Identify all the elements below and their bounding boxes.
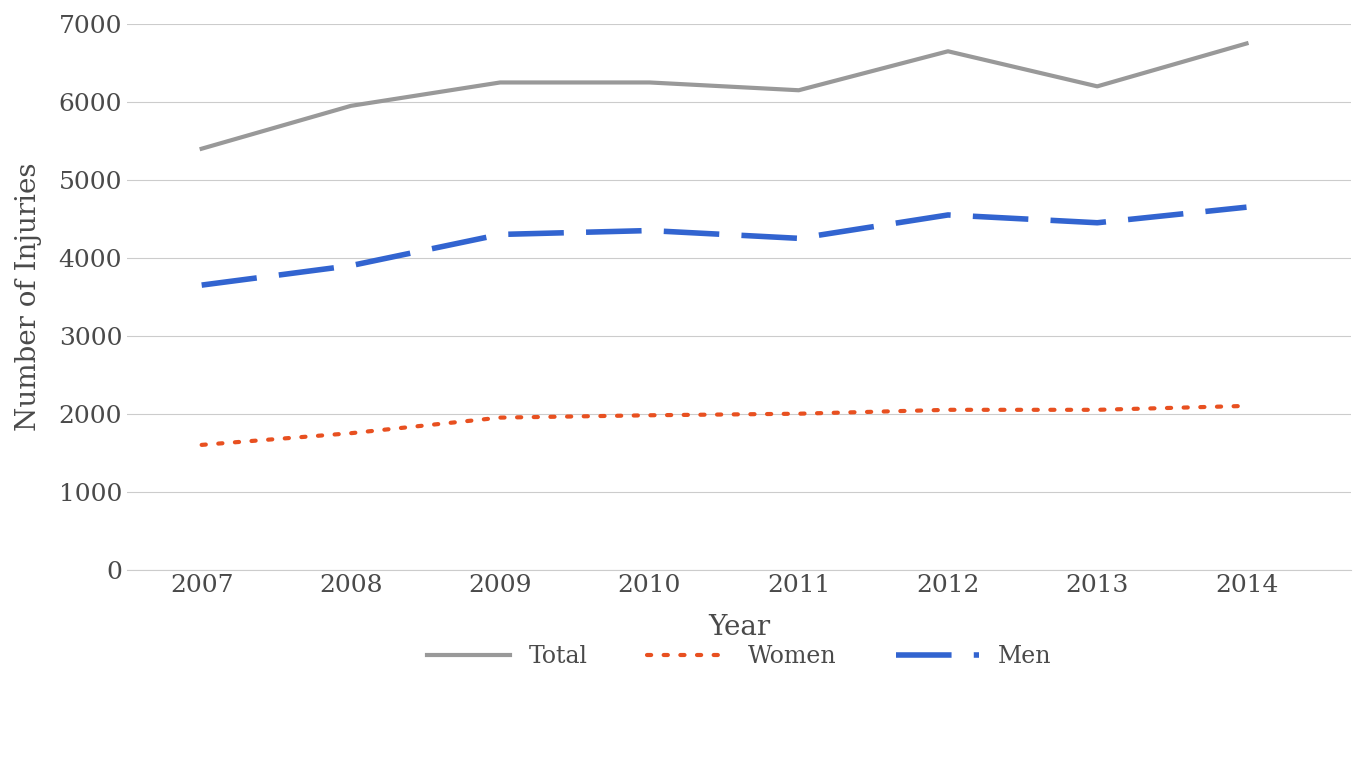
Women xyxy=(343,429,359,438)
Total xyxy=(194,144,210,154)
Total xyxy=(343,101,359,111)
Total xyxy=(940,46,956,56)
Total xyxy=(641,78,657,87)
Men xyxy=(940,210,956,220)
Women xyxy=(492,413,508,423)
Women xyxy=(791,409,807,419)
Total xyxy=(1089,82,1105,91)
Total xyxy=(1239,38,1255,48)
Women xyxy=(1089,405,1105,415)
Line: Women: Women xyxy=(202,406,1247,445)
Women xyxy=(194,440,210,449)
Total xyxy=(791,85,807,95)
Total xyxy=(492,78,508,87)
Men xyxy=(1239,202,1255,212)
Legend: Total, Women, Men: Total, Women, Men xyxy=(418,636,1060,678)
Men xyxy=(194,281,210,290)
Line: Total: Total xyxy=(202,43,1247,149)
Women xyxy=(1239,401,1255,411)
Men xyxy=(1089,218,1105,227)
Men xyxy=(791,234,807,243)
Y-axis label: Number of Injuries: Number of Injuries xyxy=(15,162,42,431)
Women xyxy=(940,405,956,415)
Men xyxy=(641,226,657,235)
X-axis label: Year: Year xyxy=(708,614,770,641)
Women xyxy=(641,411,657,420)
Men xyxy=(343,261,359,270)
Men xyxy=(492,230,508,239)
Line: Men: Men xyxy=(202,207,1247,285)
